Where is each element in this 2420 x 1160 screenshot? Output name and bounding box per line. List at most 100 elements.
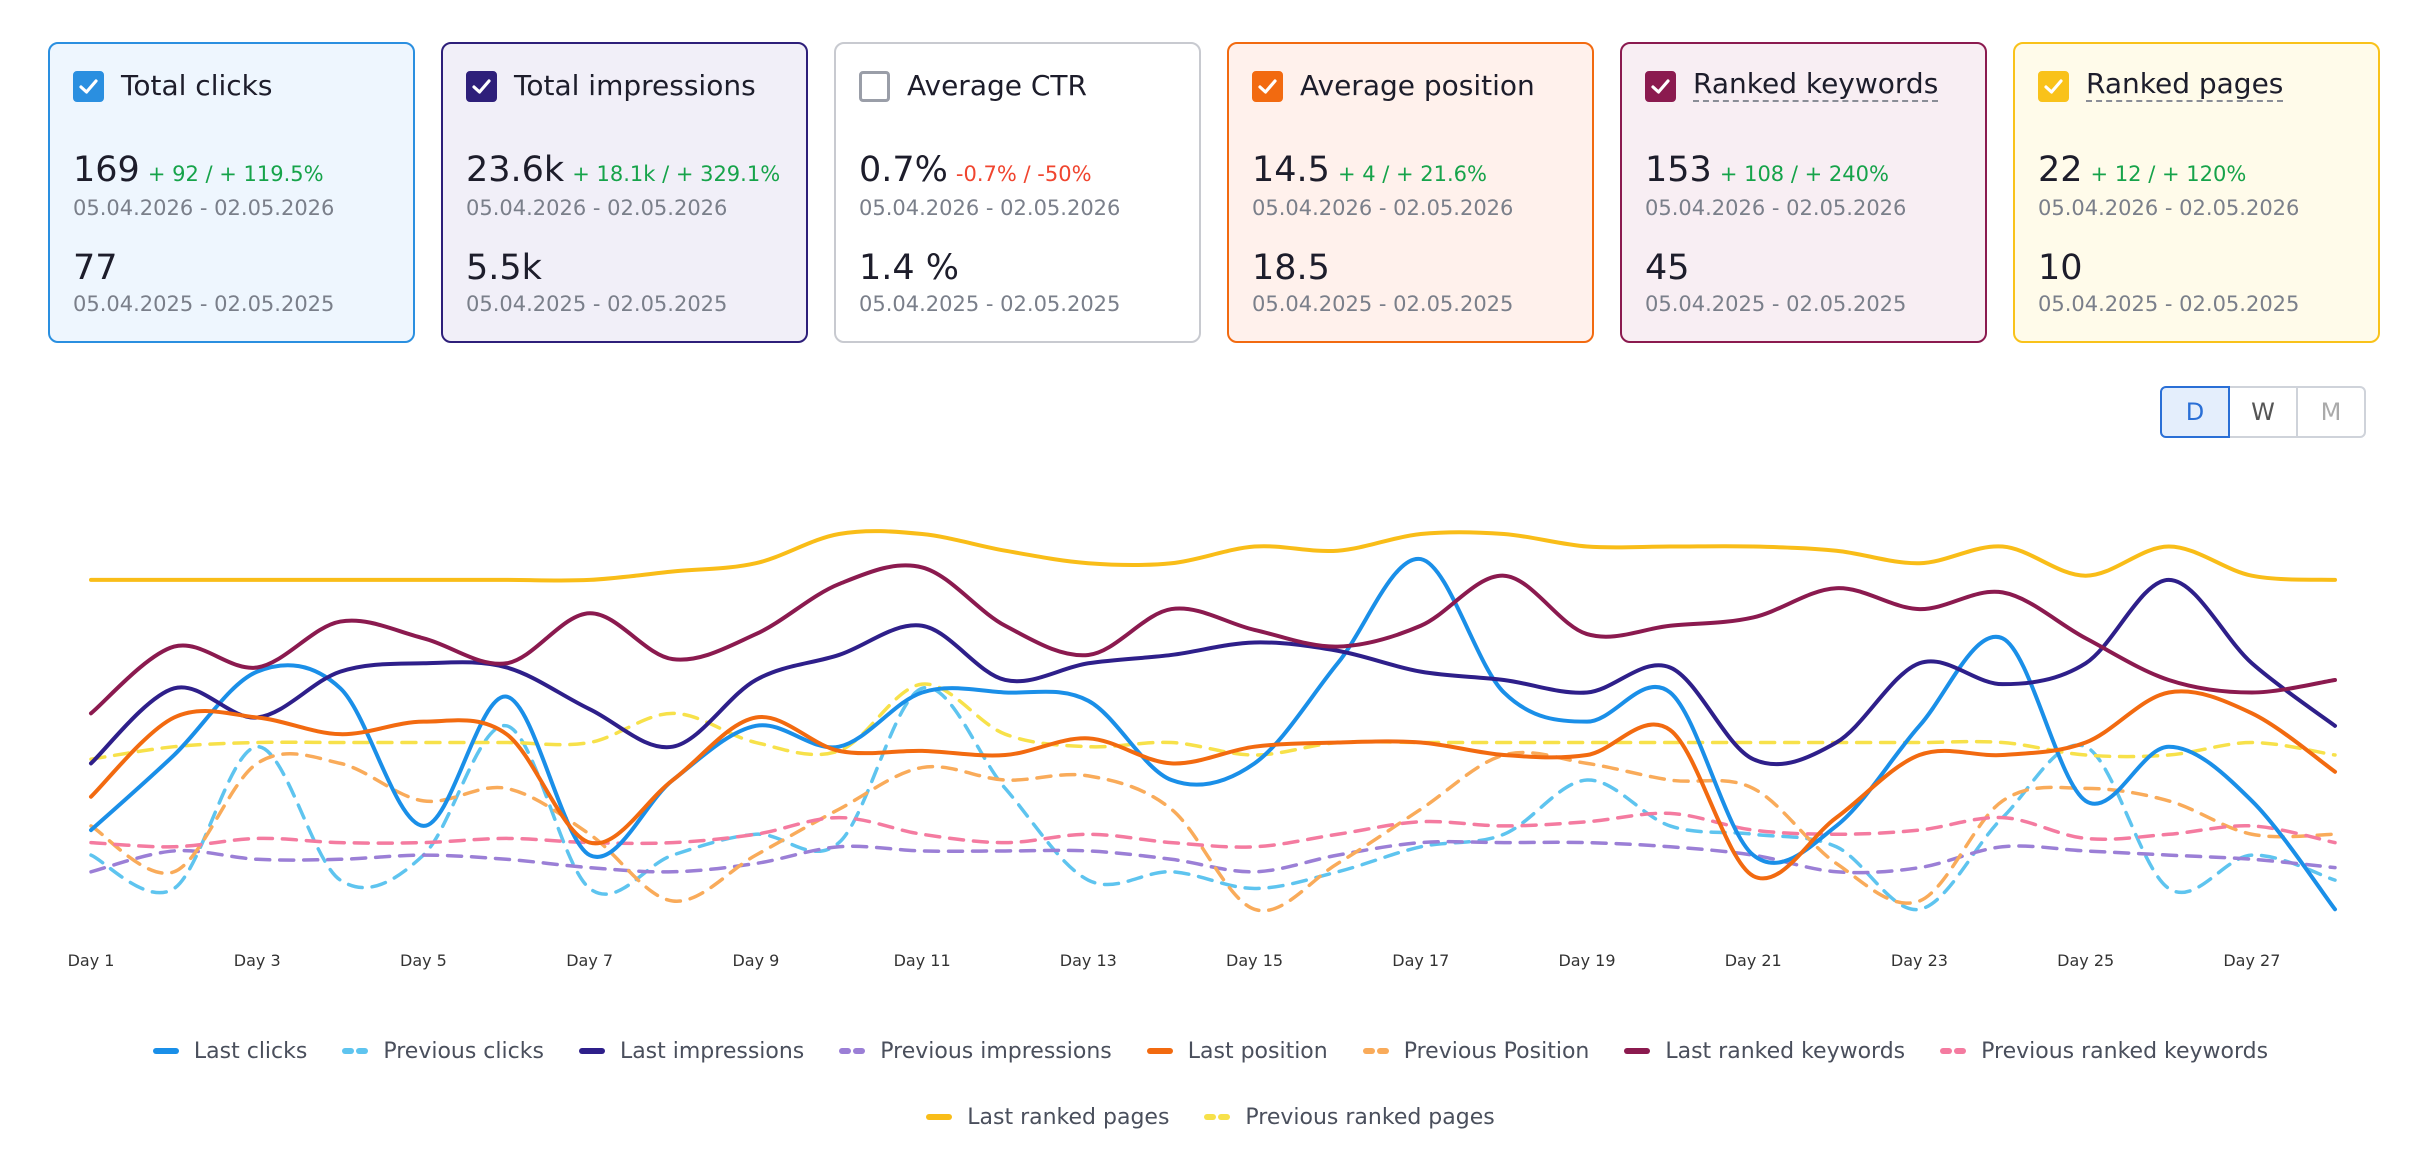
legend-swatch — [839, 1048, 866, 1054]
legend-item[interactable]: Last ranked pages — [925, 1102, 1169, 1132]
x-tick-label: Day 5 — [400, 951, 447, 970]
change: + 12 / + 120% — [2090, 162, 2247, 186]
x-tick-label: Day 17 — [1392, 951, 1449, 970]
legend-swatch — [578, 1048, 605, 1054]
check-mark — [472, 79, 491, 94]
legend-item[interactable]: Previous ranked keywords — [1939, 1036, 2268, 1066]
metric-card[interactable]: Average CTR 0.7% -0.7% / -50% 05.04.2026 - … — [834, 42, 1201, 343]
checkbox[interactable] — [73, 71, 104, 102]
change: + 4 / + 21.6% — [1337, 162, 1487, 186]
chart: Day 1 Day 3 Day 5 Day 7 Day 9 Day 11 Day 13 Day… — [68, 529, 2337, 970]
current-value: 23.6k — [466, 150, 565, 190]
check-icon — [2044, 79, 2063, 94]
current-period: 05.04.2026 - 02.05.2026 — [1252, 196, 1514, 220]
checkbox[interactable] — [1252, 71, 1283, 102]
previous-period: 05.04.2025 - 02.05.2025 — [1252, 292, 1514, 316]
legend-label: Last impressions — [619, 1038, 805, 1064]
series-line — [89, 682, 2337, 761]
checkbox[interactable] — [1645, 71, 1676, 102]
previous-period: 05.04.2025 - 02.05.2025 — [1645, 292, 1907, 316]
metric-card[interactable]: Average position 14.5 + 4 / + 21.6% 05.04.2… — [1227, 42, 1594, 343]
toggle-button[interactable]: M — [2296, 386, 2366, 438]
previous-period: 05.04.2025 - 02.05.2025 — [859, 292, 1121, 316]
legend-item[interactable]: Previous impressions — [838, 1036, 1112, 1066]
change: -0.7% / -50% — [955, 162, 1092, 186]
legend-item[interactable]: Previous ranked pages — [1203, 1102, 1495, 1132]
current-value: 169 — [73, 150, 140, 190]
change: + 18.1k / + 329.1% — [572, 162, 781, 186]
x-tick-label: Day 25 — [2057, 951, 2114, 970]
legend-label: Last ranked pages — [967, 1104, 1170, 1130]
check-icon — [1651, 79, 1670, 94]
current-period: 05.04.2026 - 02.05.2026 — [859, 196, 1121, 220]
previous-value: 1.4 % — [859, 248, 960, 288]
legend-swatch — [1204, 1114, 1231, 1120]
previous-value: 45 — [1645, 248, 1690, 288]
check-mark — [1651, 79, 1670, 94]
current-period: 05.04.2026 - 02.05.2026 — [2038, 196, 2300, 220]
check-mark — [2044, 79, 2063, 94]
series-line — [89, 750, 2337, 913]
change: + 108 / + 240% — [1719, 162, 1889, 186]
current-value: 0.7% — [859, 150, 948, 190]
legend-swatch — [1146, 1048, 1173, 1054]
legend: Last clicks Previous clicks Last impressio… — [60, 1036, 2360, 1132]
series-line — [89, 689, 2337, 881]
check-icon — [1258, 79, 1277, 94]
x-tick-label: Day 1 — [68, 951, 115, 970]
previous-value: 5.5k — [466, 248, 542, 288]
legend-item[interactable]: Last impressions — [578, 1036, 804, 1066]
legend-item[interactable]: Last clicks — [152, 1036, 307, 1066]
check-icon — [472, 79, 491, 94]
x-tick-label: Day 21 — [1725, 951, 1782, 970]
series-line — [89, 557, 2337, 912]
check-mark — [79, 79, 98, 94]
metric-card[interactable]: Ranked pages 22 + 12 / + 120% 05.04.2026 - … — [2013, 42, 2380, 343]
legend-swatch — [342, 1048, 369, 1054]
checkbox[interactable] — [859, 71, 890, 102]
card-title: Average CTR — [907, 69, 1087, 102]
legend-item[interactable]: Previous Position — [1362, 1036, 1589, 1066]
legend-item[interactable]: Last ranked keywords — [1623, 1036, 1905, 1066]
current-value: 22 — [2038, 150, 2083, 190]
legend-label: Previous ranked pages — [1245, 1104, 1495, 1130]
legend-item[interactable]: Previous clicks — [341, 1036, 544, 1066]
card-title: Total clicks — [121, 69, 273, 102]
x-tick-label: Day 11 — [894, 951, 951, 970]
series-line — [89, 563, 2337, 716]
checkbox[interactable] — [2038, 71, 2069, 102]
value-row: 0.7% -0.7% / -50% — [859, 146, 1092, 200]
x-tick-label: Day 7 — [566, 951, 613, 970]
metric-card[interactable]: Ranked keywords 153 + 108 / + 240% 05.04.20… — [1620, 42, 1987, 343]
x-tick-label: Day 3 — [234, 951, 281, 970]
legend-swatch — [926, 1114, 953, 1120]
value-row: 169 + 92 / + 119.5% — [73, 146, 324, 200]
metric-card[interactable]: Total clicks 169 + 92 / + 119.5% 05.04.2026… — [48, 42, 415, 343]
check-icon — [79, 79, 98, 94]
checkbox[interactable] — [466, 71, 497, 102]
card-title: Ranked keywords — [1693, 67, 1939, 102]
series-line — [89, 685, 2337, 912]
x-tick-label: Day 13 — [1060, 951, 1117, 970]
current-value: 14.5 — [1252, 150, 1330, 190]
value-row: 14.5 + 4 / + 21.6% — [1252, 146, 1487, 200]
toggle-button[interactable]: D — [2160, 386, 2230, 438]
series-line — [89, 529, 2337, 583]
value-row: 22 + 12 / + 120% — [2038, 146, 2246, 200]
legend-item[interactable]: Last position — [1146, 1036, 1328, 1066]
legend-label: Last clicks — [193, 1038, 308, 1064]
current-value: 153 — [1645, 150, 1712, 190]
legend-swatch — [1362, 1048, 1389, 1054]
previous-value: 77 — [73, 248, 118, 288]
legend-swatch — [1940, 1048, 1967, 1054]
card-title: Total impressions — [514, 69, 756, 102]
legend-label: Previous ranked keywords — [1981, 1038, 2269, 1064]
value-row: 153 + 108 / + 240% — [1645, 146, 1889, 200]
card-title: Average position — [1300, 69, 1535, 102]
x-tick-label: Day 27 — [2223, 951, 2280, 970]
metric-card[interactable]: Total impressions 23.6k + 18.1k / + 329.1%… — [441, 42, 808, 343]
legend-swatch — [1624, 1048, 1651, 1054]
x-tick-label: Day 19 — [1558, 951, 1615, 970]
